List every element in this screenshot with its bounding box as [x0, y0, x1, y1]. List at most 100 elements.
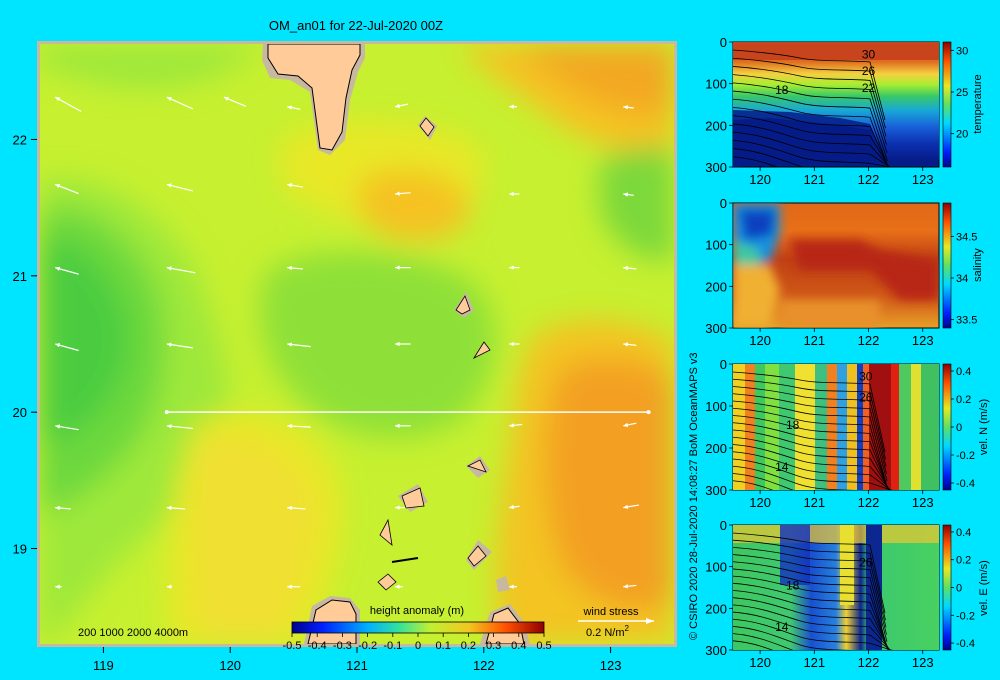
- wind-vector-head: [287, 105, 293, 110]
- isotherm-contour: [733, 451, 891, 490]
- section-x-tick-label: 122: [858, 333, 880, 348]
- section-depth-tick-label: 200: [705, 118, 727, 133]
- wind-vector-head: [223, 96, 229, 101]
- map-x-tick-label: 122: [473, 658, 495, 673]
- section-line: [164, 410, 651, 415]
- isotherm-contour: [733, 123, 890, 167]
- colorbar-label: height anomaly (m): [370, 605, 464, 617]
- section-depth-tick-label: 0: [720, 357, 727, 372]
- contour-label: 22: [862, 81, 876, 95]
- wind-vector-head: [166, 266, 172, 271]
- isotherm-contour: [733, 561, 888, 642]
- section-x-tick-label: 120: [749, 655, 771, 670]
- height-anomaly-colorbar: height anomaly (m) -0.5 -0.4 -0.3 -0.2 -0.1 0…: [283, 605, 552, 652]
- colorbar-tick-label: 25: [956, 87, 968, 99]
- vel-n-colorbar: -0.4 -0.2 0 0.2 0.4 vel. N (m/s): [942, 363, 990, 491]
- wind-vector-head: [287, 505, 292, 511]
- section-x-tick-label: 123: [912, 655, 934, 670]
- isotherm-contour: [733, 156, 892, 167]
- wind-vector-head: [55, 424, 61, 429]
- wind-vector-head: [623, 342, 628, 347]
- section-depth-tick-label: 0: [720, 35, 727, 50]
- credit-text: © CSIRO 2020 28-Jul-2020 14:08:27 BoM Oc…: [688, 352, 700, 640]
- isotherm-contour: [733, 429, 890, 490]
- isotherm-contour: [733, 436, 890, 490]
- contour-label: 26: [862, 64, 876, 78]
- isotherm-contour: [733, 131, 891, 167]
- wind-vector-head: [395, 265, 400, 270]
- section-depth-tick-label: 300: [705, 321, 727, 336]
- section-x-tick-label: 123: [912, 333, 934, 348]
- colorbar-tick-label: -0.3: [333, 640, 352, 652]
- colorbar-tick-label: 34.5: [956, 231, 977, 243]
- wind-vector-head: [166, 183, 172, 188]
- temperature-colorbar: 20 25 30 temperature: [942, 41, 984, 168]
- wind-vector-head: [623, 105, 629, 110]
- colorbar-tick-label: 0: [415, 640, 421, 652]
- contour-label: 26: [859, 391, 873, 405]
- colorbar-tick-label: 0.4: [956, 366, 971, 378]
- section-x-tick-label: 120: [749, 333, 771, 348]
- vel-e-section-panel: 26 18 14: [732, 524, 940, 651]
- isotherm-contour: [733, 90, 888, 162]
- section-depth-tick-label: 300: [705, 483, 727, 498]
- wind-vector: [166, 96, 194, 110]
- wind-stress-value: 0.2 N/m2: [586, 624, 630, 639]
- map-title: OM_an01 for 22-Jul-2020 00Z: [269, 18, 443, 33]
- wind-vector-head: [55, 584, 60, 589]
- section-x-tick-label: 121: [803, 333, 825, 348]
- map-y-tick-label: 20: [13, 405, 27, 420]
- section-depth-tick-label: 200: [705, 441, 727, 456]
- isotherm-contour: [733, 98, 889, 167]
- wind-vector-head: [509, 584, 514, 589]
- contour-label: 30: [859, 370, 873, 384]
- wind-vector-head: [395, 505, 400, 510]
- section-depth-tick-label: 0: [720, 196, 727, 211]
- wind-vector-head: [287, 584, 292, 589]
- isotherm-contour: [733, 74, 887, 145]
- contour-label: 14: [775, 620, 789, 634]
- taiwan-land: [267, 44, 361, 151]
- section-x-tick-label: 123: [912, 172, 934, 187]
- isotherm-contour: [733, 422, 889, 490]
- section-depth-tick-label: 100: [705, 238, 727, 253]
- contour-label: 18: [786, 418, 800, 432]
- wind-vector: [54, 96, 82, 113]
- wind-stress-legend: wind stress 0.2 N/m2: [578, 606, 654, 639]
- map-x-tick-label: 119: [93, 658, 114, 673]
- section-x-tick-label: 122: [858, 495, 880, 510]
- isotherm-contour: [733, 554, 887, 635]
- section-x-tick-label: 121: [803, 655, 825, 670]
- section-depth-tick-label: 200: [705, 279, 727, 294]
- wind-vector-head: [166, 505, 172, 511]
- wind-stress-vectors: [54, 96, 639, 589]
- isotherm-contour: [733, 386, 887, 467]
- salinity-colorbar: 33.5 34 34.5 salinity: [942, 202, 984, 329]
- wind-vector-head: [623, 584, 628, 589]
- isotherm-contour: [733, 618, 892, 650]
- bathymetry-legend: 200 1000 2000 4000m: [78, 627, 188, 639]
- section-x-tick-label: 121: [803, 495, 825, 510]
- isotherm-contour: [733, 604, 891, 650]
- wind-vector-head: [287, 183, 293, 188]
- section-depth-tick-label: 100: [705, 399, 727, 414]
- section-depth-tick-label: 300: [705, 643, 727, 658]
- colorbar-tick-label: 0.1: [436, 640, 451, 652]
- colorbar-tick-label: 0.3: [486, 640, 501, 652]
- isotherm-contour: [733, 597, 890, 650]
- isotherm-contour: [733, 415, 889, 490]
- colorbar-tick-label: 0: [956, 422, 962, 434]
- temperature-section-panel: 30 26 22 18: [732, 41, 940, 168]
- isotherm-contour: [733, 57, 886, 129]
- section-depth-tick-label: 200: [705, 601, 727, 616]
- isotherm-contour: [733, 465, 892, 490]
- colorbar-tick-label: -0.4: [956, 638, 975, 650]
- colorbar-tick-label: 0.2: [956, 394, 971, 406]
- isotherm-contour: [733, 444, 891, 490]
- isotherm-contour: [733, 480, 893, 490]
- wind-stress-label: wind stress: [582, 606, 639, 618]
- section-x-tick-label: 121: [803, 172, 825, 187]
- isotherm-contour: [733, 640, 893, 650]
- contour-label: 18: [775, 83, 789, 97]
